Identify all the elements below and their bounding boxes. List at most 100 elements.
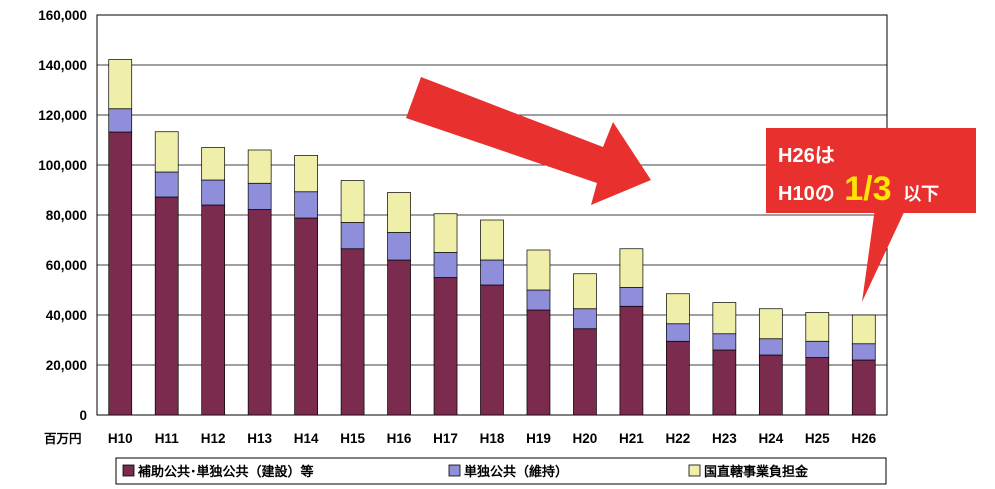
y-tick-label: 60,000 bbox=[46, 258, 87, 273]
legend-item-national: 国直轄事業負担金 bbox=[688, 464, 809, 480]
bar-segment-national bbox=[433, 213, 458, 253]
x-tick-label: H26 bbox=[851, 431, 876, 446]
y-tick-label: 100,000 bbox=[38, 158, 87, 173]
bar-segment-construction bbox=[666, 340, 690, 416]
y-tick-label: 120,000 bbox=[38, 108, 87, 123]
y-tick-label: 20,000 bbox=[46, 358, 87, 373]
bar-segment-national bbox=[526, 249, 551, 291]
bars bbox=[108, 59, 876, 416]
bar-segment-maintenance bbox=[247, 182, 272, 210]
bar-segment-construction bbox=[108, 131, 133, 416]
callout-line2: H10の 1/3 以下 bbox=[778, 170, 939, 208]
bar-segment-national bbox=[619, 248, 644, 288]
bar-segment-construction bbox=[619, 305, 644, 416]
x-tick-label: H22 bbox=[665, 431, 690, 446]
bar-stack bbox=[666, 293, 690, 416]
bar-segment-national bbox=[758, 308, 783, 340]
bar-stack bbox=[526, 249, 551, 416]
bar-segment-national bbox=[712, 302, 737, 335]
bar-stack bbox=[387, 192, 411, 416]
x-tick-label: H11 bbox=[155, 431, 180, 446]
bar-segment-construction bbox=[480, 284, 504, 416]
legend-swatch-maintenance bbox=[448, 464, 461, 477]
bar-segment-maintenance bbox=[758, 338, 783, 356]
bar-segment-construction bbox=[758, 354, 783, 416]
bar-segment-maintenance bbox=[433, 252, 458, 278]
callout-fraction: 1/3 bbox=[844, 170, 891, 208]
legend-item-construction: 補助公共･単独公共（建設）等 bbox=[122, 464, 314, 480]
bar-segment-maintenance bbox=[805, 340, 830, 358]
legend: 補助公共･単独公共（建設）等 単独公共（維持） 国直轄事業負担金 bbox=[115, 457, 887, 485]
bar-segment-national bbox=[573, 273, 597, 310]
bar-segment-national bbox=[294, 155, 318, 193]
y-tick-label: 40,000 bbox=[46, 308, 87, 323]
legend-box bbox=[115, 457, 887, 485]
bar-segment-construction bbox=[712, 349, 737, 416]
bar-stack bbox=[154, 131, 179, 416]
x-tick-label: H13 bbox=[247, 431, 272, 446]
trend-arrow bbox=[406, 77, 651, 205]
bar-segment-national bbox=[201, 147, 226, 181]
bar-segment-construction bbox=[851, 359, 876, 416]
bar-segment-construction bbox=[294, 217, 318, 416]
bar-segment-maintenance bbox=[851, 343, 876, 361]
bar-stack bbox=[294, 155, 318, 416]
bar-stack bbox=[619, 248, 644, 416]
bar-segment-construction bbox=[805, 357, 830, 416]
y-tick-label: 160,000 bbox=[38, 8, 87, 23]
y-axis-unit-label: 百万円 bbox=[44, 431, 82, 446]
bar-segment-national bbox=[247, 149, 272, 184]
bar-segment-construction bbox=[387, 259, 411, 416]
bar-segment-maintenance bbox=[340, 222, 365, 250]
x-tick-label: H21 bbox=[619, 431, 644, 446]
legend-item-maintenance: 単独公共（維持） bbox=[448, 464, 568, 480]
bar-segment-national bbox=[666, 293, 690, 325]
x-tick-label: H20 bbox=[573, 431, 598, 446]
legend-swatch-construction bbox=[122, 464, 135, 477]
x-tick-label: H17 bbox=[433, 431, 458, 446]
y-tick-label: 0 bbox=[79, 408, 87, 423]
x-tick-label: H19 bbox=[526, 431, 551, 446]
legend-label-construction: 補助公共･単独公共（建設）等 bbox=[137, 464, 314, 480]
bar-segment-maintenance bbox=[666, 323, 690, 342]
bar-segment-maintenance bbox=[108, 108, 133, 133]
legend-label-national: 国直轄事業負担金 bbox=[704, 464, 809, 480]
x-tick-label: H15 bbox=[340, 431, 365, 446]
callout-line2-prefix: H10の bbox=[778, 183, 835, 205]
x-tick-label: H23 bbox=[712, 431, 737, 446]
bar-segment-construction bbox=[340, 248, 365, 416]
x-axis-tick-labels: H10 H11 H12 H13 H14 H15 H16 H17 H18 H19 H20 H21 H22 H… bbox=[108, 431, 877, 446]
bar-segment-national bbox=[851, 314, 876, 345]
bar-stack bbox=[758, 308, 783, 416]
bar-stack bbox=[340, 180, 365, 416]
legend-swatch-national bbox=[688, 464, 701, 477]
x-tick-label: H14 bbox=[294, 431, 319, 446]
x-tick-label: H12 bbox=[201, 431, 226, 446]
callout-box bbox=[766, 128, 976, 213]
callout-line2-suffix: 以下 bbox=[903, 184, 939, 204]
bar-segment-maintenance bbox=[526, 289, 551, 311]
bar-segment-national bbox=[480, 219, 504, 261]
bar-stack bbox=[851, 314, 876, 416]
x-tick-label: H18 bbox=[480, 431, 505, 446]
bar-segment-national bbox=[805, 312, 830, 342]
y-axis-tick-labels: 0 20,000 40,000 60,000 80,000 100,000 120,000 1… bbox=[38, 8, 87, 423]
callout-line1: H26は bbox=[778, 145, 835, 167]
bar-segment-maintenance bbox=[480, 259, 504, 286]
bar-segment-national bbox=[387, 192, 411, 233]
y-tick-label: 80,000 bbox=[46, 208, 87, 223]
bar-segment-maintenance bbox=[154, 171, 179, 198]
bar-segment-maintenance bbox=[619, 287, 644, 307]
bar-segment-construction bbox=[201, 204, 226, 416]
bar-segment-national bbox=[340, 180, 365, 223]
bar-segment-maintenance bbox=[712, 333, 737, 351]
x-tick-label: H10 bbox=[108, 431, 133, 446]
bar-segment-construction bbox=[433, 277, 458, 416]
bar-segment-construction bbox=[573, 328, 597, 416]
bar-segment-maintenance bbox=[201, 179, 226, 206]
y-tick-label: 140,000 bbox=[38, 58, 87, 73]
bar-segment-maintenance bbox=[387, 232, 411, 261]
bar-segment-construction bbox=[154, 196, 179, 416]
bar-stack bbox=[201, 147, 226, 416]
